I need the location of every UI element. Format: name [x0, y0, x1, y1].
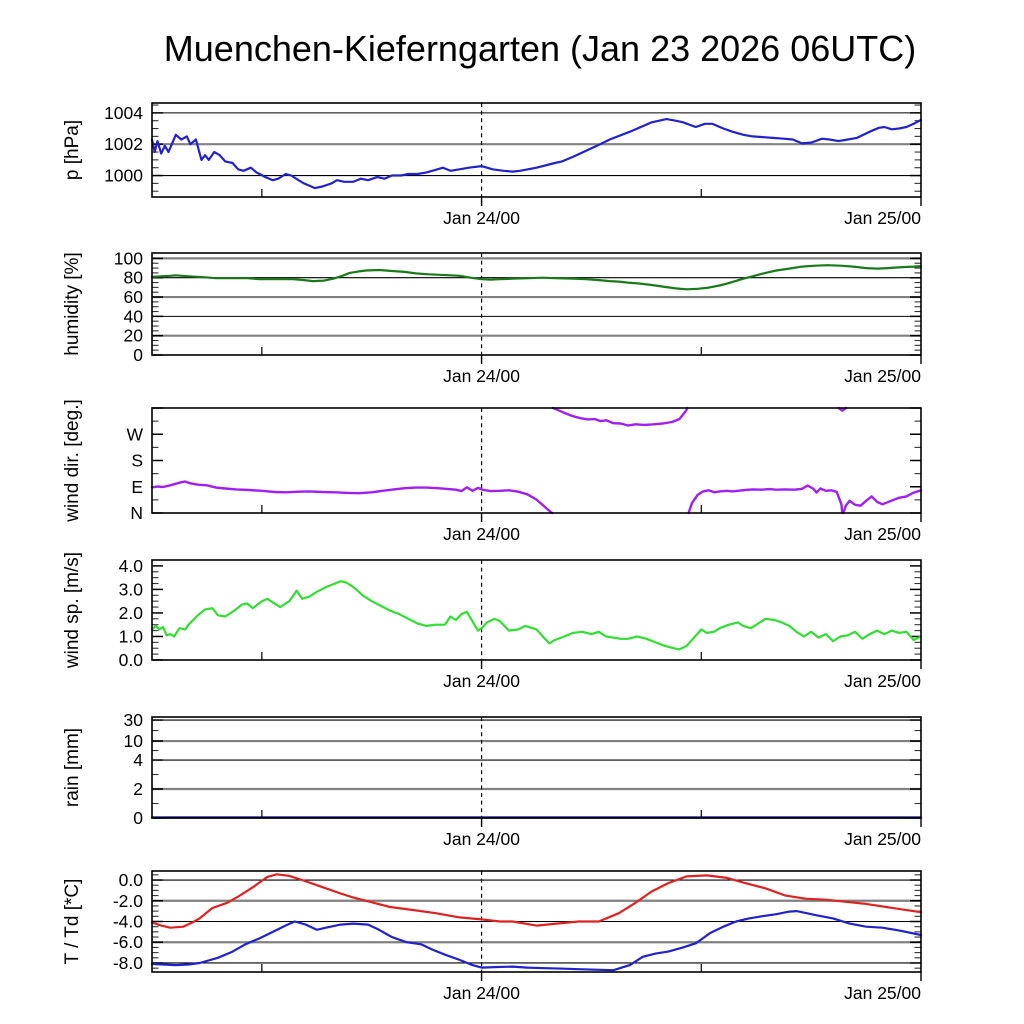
pressure-panel: Jan 24/00 Jan 25/00 1000 1002 1004 p [hPa]: [62, 102, 923, 228]
x-axis-label: Jan 25/00: [844, 829, 921, 849]
y-tick-label: 2.0: [119, 603, 144, 623]
y-tick-label: 3.0: [119, 579, 144, 599]
panel-border: [151, 102, 922, 198]
wind-direction-line: [150, 480, 554, 515]
y-axis-unit-label: p [hPa]: [62, 120, 83, 180]
x-axis-label: Jan 24/00: [443, 829, 520, 849]
y-tick-label: 0: [133, 808, 143, 828]
wind-speed-line: [150, 580, 923, 651]
y-axis-unit-label: wind sp. [m/s]: [62, 552, 83, 669]
wind-direction-line: [687, 484, 844, 515]
y-tick-label: W: [126, 424, 143, 444]
y-tick-label: S: [131, 451, 143, 471]
y-tick-label: 0.0: [119, 870, 144, 890]
y-tick-label: 1004: [104, 103, 143, 123]
wind-direction-line: [837, 406, 848, 412]
wind-direction-line: [842, 489, 923, 515]
panel-border: [151, 870, 922, 973]
panel-border: [151, 252, 922, 356]
y-tick-label: -8.0: [113, 953, 143, 973]
x-axis-label: Jan 25/00: [844, 366, 921, 386]
y-tick-label: 60: [124, 287, 144, 307]
wind-direction-line: [551, 406, 689, 427]
temperature-panel: Jan 24/00 Jan 25/00 0.0-2.0-4.0-6.0-8.0 T /…: [62, 870, 923, 1003]
y-axis-unit-label: T / Td [*C]: [62, 879, 83, 965]
y-tick-label: E: [131, 477, 143, 497]
y-tick-label: -4.0: [113, 912, 143, 932]
pressure-line: [150, 117, 923, 190]
y-axis-unit-label: wind dir. [deg.]: [62, 399, 83, 523]
panel-border: [151, 559, 922, 661]
x-axis-label: Jan 24/00: [443, 671, 520, 691]
x-axis-label: Jan 25/00: [844, 983, 921, 1003]
dewpoint-line: [150, 909, 923, 972]
panel-border: [151, 407, 922, 514]
y-tick-label: N: [130, 503, 143, 523]
x-axis-label: Jan 25/00: [844, 208, 921, 228]
wind-speed-panel: Jan 24/00 Jan 25/00 0.0 1.0 2.0 3.0 4.0 wind sp…: [62, 552, 923, 691]
x-axis-label: Jan 25/00: [844, 671, 921, 691]
y-tick-label: 40: [124, 306, 144, 326]
y-axis-unit-label: rain [mm]: [62, 728, 83, 807]
y-tick-label: 100: [114, 248, 143, 268]
y-tick-label: 4: [133, 750, 143, 770]
x-axis-label: Jan 24/00: [443, 983, 520, 1003]
y-tick-label: 4.0: [119, 556, 144, 576]
x-axis-label: Jan 24/00: [443, 524, 520, 544]
y-tick-label: 2: [133, 779, 143, 799]
y-tick-label: 10: [124, 731, 144, 751]
page-title: Muenchen-Kieferngarten (Jan 23 2026 06UT…: [163, 28, 917, 69]
x-axis-label: Jan 24/00: [443, 208, 520, 228]
y-tick-label: -2.0: [113, 891, 143, 911]
y-tick-label: 0.0: [119, 650, 144, 670]
panel-border: [151, 716, 922, 819]
y-axis-unit-label: humidity [%]: [62, 252, 83, 355]
y-tick-label: 80: [124, 268, 144, 288]
y-tick-label: 1002: [104, 134, 143, 154]
y-tick-label: 0: [133, 345, 143, 365]
humidity-line: [150, 264, 923, 291]
x-axis-label: Jan 24/00: [443, 366, 520, 386]
y-tick-label: -6.0: [113, 932, 143, 952]
temperature-line: [150, 873, 923, 929]
y-tick-label: 1.0: [119, 626, 144, 646]
y-tick-label: 30: [124, 710, 144, 730]
y-tick-label: 1000: [104, 166, 143, 186]
y-tick-label: 20: [124, 326, 144, 346]
x-axis-label: Jan 25/00: [844, 524, 921, 544]
